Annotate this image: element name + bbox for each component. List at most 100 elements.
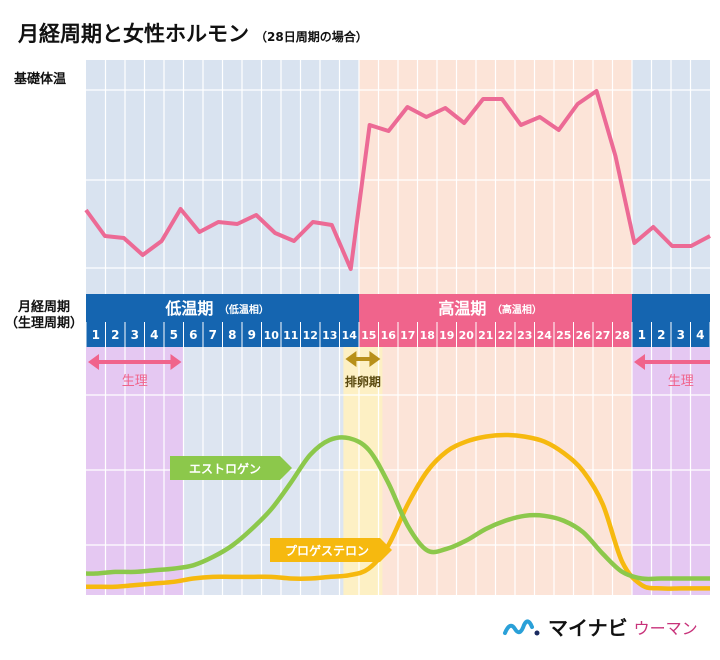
day-number: 8 — [228, 328, 236, 342]
day-cell — [223, 322, 242, 347]
day-cell — [145, 322, 164, 347]
day-cell — [379, 322, 398, 347]
menstruation-next-label: 生理 — [668, 374, 694, 389]
day-cell — [554, 322, 573, 347]
day-number: 27 — [595, 329, 610, 342]
day-number: 19 — [439, 329, 454, 342]
day-cell — [457, 322, 476, 347]
day-number: 3 — [131, 328, 139, 342]
day-cell — [593, 322, 612, 347]
day-number: 1 — [92, 328, 100, 342]
menstruation-zone — [86, 347, 184, 595]
temperature-line — [84, 89, 711, 271]
day-number: 15 — [361, 329, 376, 342]
day-cell — [301, 322, 320, 347]
logo: マイナビ ウーマン — [502, 612, 698, 641]
day-cell — [359, 322, 378, 347]
ovulation-label: 排卵期 — [345, 374, 381, 389]
phase-high-bar — [359, 294, 632, 322]
day-number: 26 — [576, 329, 592, 342]
day-cell — [632, 322, 651, 347]
bbt-label: 基礎体温 — [14, 72, 67, 87]
estrogen-label: エストロゲン — [189, 461, 261, 476]
menstruation-arrow-head-right — [170, 354, 182, 370]
phase-high-sub: （高温相） — [492, 303, 542, 316]
day-number: 2 — [657, 328, 665, 342]
day-cell — [203, 322, 222, 347]
day-number: 11 — [283, 329, 298, 342]
day-number: 17 — [400, 329, 415, 342]
day-number: 1 — [638, 328, 646, 342]
progesterone-line — [85, 432, 710, 591]
cycle-label: 月経周期 （生理周期） — [4, 300, 84, 332]
day-cell — [671, 322, 690, 347]
chart-title: 月経周期と女性ホルモン （28日周期の場合） — [18, 18, 368, 48]
day-number: 5 — [170, 328, 178, 342]
day-cell — [281, 322, 300, 347]
day-cell — [262, 322, 281, 347]
day-number: 4 — [150, 328, 158, 342]
menstruation-next-arrow-head-left — [634, 354, 645, 370]
menstruation-arrow-head-left — [88, 354, 99, 370]
day-cell — [320, 322, 339, 347]
day-cell — [125, 322, 144, 347]
day-number: 24 — [537, 329, 553, 342]
day-cell — [574, 322, 593, 347]
ovulation-arrow-head-right — [369, 351, 381, 367]
phase-low-bar — [86, 294, 359, 322]
day-number: 21 — [478, 329, 493, 342]
estrogen-label-box — [170, 456, 292, 480]
title-text: 月経周期と女性ホルモン — [18, 22, 249, 46]
day-number: 16 — [381, 329, 397, 342]
day-number: 2 — [111, 328, 119, 342]
day-number: 14 — [342, 329, 358, 342]
day-number: 3 — [677, 328, 685, 342]
day-number: 6 — [189, 328, 197, 342]
logo-mark-icon — [503, 619, 540, 635]
day-number: 7 — [209, 328, 217, 342]
day-number: 25 — [556, 329, 571, 342]
estrogen-line — [85, 435, 710, 582]
day-cell — [515, 322, 534, 347]
day-number: 28 — [615, 329, 630, 342]
day-cell — [164, 322, 183, 347]
day-cell — [535, 322, 554, 347]
day-number: 20 — [459, 329, 475, 342]
phase-low-sub: （低温相） — [219, 303, 269, 316]
logo-sub: ウーマン — [633, 618, 698, 638]
day-cell — [613, 322, 632, 347]
day-cell — [652, 322, 671, 347]
phase-next-bar — [632, 294, 710, 322]
day-number: 22 — [498, 329, 513, 342]
phase-high-label: 高温期 — [438, 299, 486, 318]
progesterone-label: プロゲステロン — [285, 543, 369, 558]
day-cell — [184, 322, 203, 347]
day-cell — [418, 322, 437, 347]
day-cell — [86, 322, 105, 347]
day-cell — [398, 322, 417, 347]
day-number: 12 — [303, 329, 318, 342]
day-number: 13 — [322, 329, 337, 342]
phase-low-label: 低温期 — [164, 299, 213, 318]
day-number: 23 — [517, 329, 532, 342]
cycle-label-line2: （生理周期） — [4, 316, 83, 331]
day-cell — [242, 322, 261, 347]
day-cell — [340, 322, 359, 347]
cycle-label-line1: 月経周期 — [17, 300, 70, 315]
day-number: 4 — [696, 328, 704, 342]
progesterone-label-box — [270, 538, 392, 562]
day-cell — [437, 322, 456, 347]
day-cell — [106, 322, 125, 347]
day-cell — [691, 322, 710, 347]
day-cell — [476, 322, 495, 347]
day-number: 10 — [264, 329, 280, 342]
menstruation-label: 生理 — [122, 374, 148, 389]
logo-main: マイナビ — [548, 616, 628, 640]
ovulation-arrow-head-left — [345, 351, 357, 367]
day-number: 18 — [420, 329, 435, 342]
subtitle: （28日周期の場合） — [255, 30, 368, 44]
day-number: 9 — [248, 328, 256, 342]
day-cell — [496, 322, 515, 347]
